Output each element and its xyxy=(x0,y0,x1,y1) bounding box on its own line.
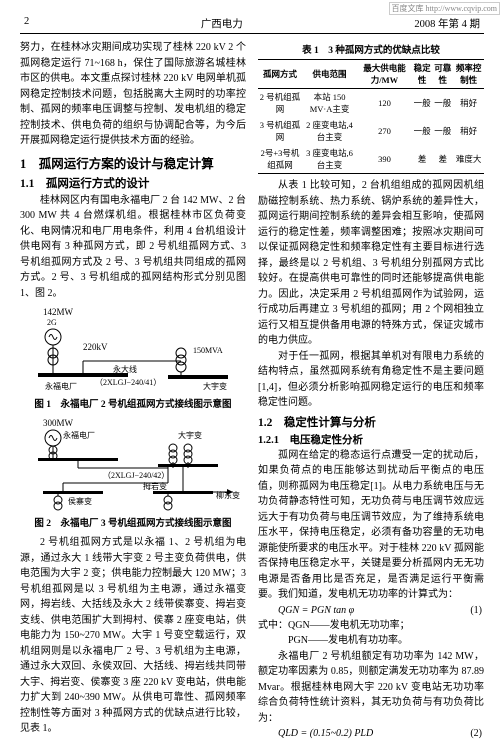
heading-1: 1 孤网运行方案的设计与稳定计算 xyxy=(20,153,246,172)
td: 难度大 xyxy=(453,145,484,174)
table-head-row: 孤网方式 供电范围 最大供电能力/MW 稳定性 可靠性 频率控制性 xyxy=(258,60,484,89)
table-row: 2 号机组孤网 本站 150 MV·A主变 120 一般 一般 稍好 xyxy=(258,89,484,118)
v220-label: 220kV xyxy=(83,342,108,352)
line-label: 永大线 xyxy=(113,364,137,374)
para-r5: PGN——发电机有功功率。 xyxy=(258,633,484,649)
sub1-label: 永福电厂 xyxy=(45,381,77,391)
right-column: 表 1 3 种孤网方式的优缺点比较 孤网方式 供电范围 最大供电能力/MW 稳定… xyxy=(258,40,484,741)
th-0: 孤网方式 xyxy=(258,60,302,89)
td: 本站 150 MV·A主变 xyxy=(302,89,357,118)
td: 一般 xyxy=(412,117,433,145)
para-r3: 孤网在给定的稳态运行点遭受一定的扰动后，如果负荷点的电压能够达到扰动后平衡点的电… xyxy=(258,448,484,603)
td: 2 座变电站,4台主变 xyxy=(302,117,357,145)
para-r2: 对于任一孤网，根据其单机对有限电力系统的结构特点，虽然孤网系统有角稳定性不是主要… xyxy=(258,349,484,411)
td: 稍好 xyxy=(453,117,484,145)
td: 390 xyxy=(357,145,412,174)
figure-2-diagram: 300MW 永福电厂 （2XLGJ−240/42） 大宇变 xyxy=(23,416,243,512)
cable2-label: （2XLGJ−240/42） xyxy=(103,471,169,480)
table-row: 2号+3号机组孤网 3 座变电站,6台主变 390 差 差 难度大 xyxy=(258,145,484,174)
td: 差 xyxy=(412,145,433,174)
para-3: 2 号机组孤网方式是以永福 1、2 号机组为电源，通过永大 1 线带大宇变 2 … xyxy=(20,535,246,737)
two-column-layout: 努力，在桂林冰灾期间成功实现了桂林 220 kV 2 个孤网稳定运行 71~16… xyxy=(0,40,504,741)
heading-1-1: 1.1 孤网运行方式的设计 xyxy=(20,175,246,191)
para-1: 努力，在桂林冰灾期间成功实现了桂林 220 kV 2 个孤网稳定运行 71~16… xyxy=(20,40,246,149)
gen2-label: 300MW xyxy=(43,418,74,428)
td: 3 座变电站,6台主变 xyxy=(302,145,357,174)
th-5: 频率控制性 xyxy=(453,60,484,89)
mva-label: 150MVA xyxy=(193,346,223,355)
ydb2-label: 大宇变 xyxy=(178,430,202,440)
th-4: 可靠性 xyxy=(432,60,453,89)
td: 2号+3号机组孤网 xyxy=(258,145,302,174)
td: 稍好 xyxy=(453,89,484,118)
td: 270 xyxy=(357,117,412,145)
table-row: 3 号机组孤网 2 座变电站,4台主变 270 一般 一般 稍好 xyxy=(258,117,484,145)
cable-label: （2XLGJ−240/41） xyxy=(95,378,161,387)
th-3: 稳定性 xyxy=(412,60,433,89)
td: 一般 xyxy=(412,89,433,118)
td: 120 xyxy=(357,89,412,118)
left-column: 努力，在桂林冰灾期间成功实现了桂林 220 kV 2 个孤网稳定运行 71~16… xyxy=(20,40,246,741)
td: 一般 xyxy=(432,89,453,118)
heading-1-2: 1.2 稳定性计算与分析 xyxy=(258,414,484,430)
para-2: 桂林网区内有国电永福电厂 2 台 142 MW、2 台 300 MW 共 4 台… xyxy=(20,193,246,302)
issue: 2008 年第 4 期 xyxy=(414,16,480,31)
gen-sublabel: 2G xyxy=(47,318,57,327)
th-1: 供电范围 xyxy=(302,60,357,89)
figure-1-diagram: 142MW 2G 220kV 永大线 150MVA 永福电厂 （2XLGJ−24… xyxy=(23,305,243,393)
pt-label: 拇岩变 xyxy=(143,481,167,491)
watermark: 百度文库 http://www.cqvip.com xyxy=(389,2,500,15)
equation-1: QGN = PGN tan φ (1) xyxy=(258,605,484,616)
th-2: 最大供电能力/MW xyxy=(357,60,412,89)
figure-2-caption: 图 2 永福电厂 3 号机组孤网方式接线图示意图 xyxy=(20,515,246,529)
td: 一般 xyxy=(432,117,453,145)
sub1b-label: 永福电厂 xyxy=(63,430,95,440)
para-r6: 永福电厂 2 号机组额定有功功率为 142 MW，额定功率因素为 0.85，则额… xyxy=(258,649,484,727)
eq1-num: (1) xyxy=(470,605,482,616)
para-r1: 从表 1 比较可知，2 台机组组成的孤网因机组励磁控制系统、热力系统、锅炉系统的… xyxy=(258,178,484,349)
td: 3 号机组孤网 xyxy=(258,117,302,145)
heading-1-2-1: 1.2.1 电压稳定性分析 xyxy=(258,432,484,447)
td: 差 xyxy=(432,145,453,174)
hx-label: 侯寨变 xyxy=(68,496,92,506)
para-r4: 式中：QGN——发电机无功功率； xyxy=(258,618,484,634)
ydb-label: 大宇变 xyxy=(203,381,227,391)
gen-label: 142MW xyxy=(43,307,74,317)
td: 2 号机组孤网 xyxy=(258,89,302,118)
eq1-text: QGN = PGN tan φ xyxy=(278,605,354,616)
figure-1-caption: 图 1 永福电厂 2 号机组孤网方式接线图示意图 xyxy=(20,396,246,410)
journal-name: 广西电力 xyxy=(29,16,414,31)
table-1: 孤网方式 供电范围 最大供电能力/MW 稳定性 可靠性 频率控制性 2 号机组孤… xyxy=(258,59,484,174)
table-1-caption: 表 1 3 种孤网方式的优缺点比较 xyxy=(258,42,484,56)
header-rule xyxy=(20,33,484,34)
